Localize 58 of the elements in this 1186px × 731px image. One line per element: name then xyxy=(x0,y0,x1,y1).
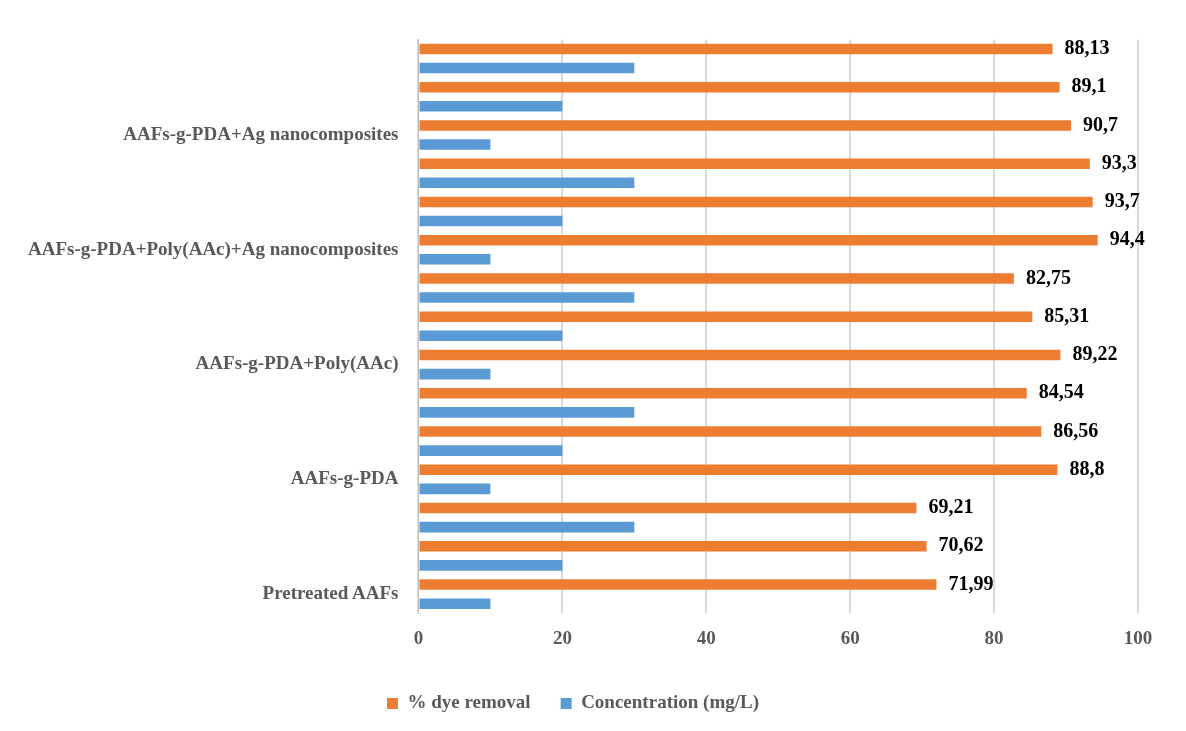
bar xyxy=(419,464,1058,476)
bar xyxy=(419,445,563,456)
bar xyxy=(419,368,491,380)
data-label: 88,8 xyxy=(1069,456,1105,479)
bar xyxy=(419,177,635,189)
legend-label: Concentration (mg/L) xyxy=(581,691,759,714)
bar xyxy=(419,311,1033,322)
legend-label: % dye removal xyxy=(407,691,531,713)
bar xyxy=(419,234,1098,246)
bar xyxy=(419,387,1027,399)
y-tick-label: AAFs-g-PDA+Poly(AAc) xyxy=(195,352,399,375)
data-label: 90,7 xyxy=(1083,112,1119,135)
bar xyxy=(419,483,491,495)
x-tick-label: 0 xyxy=(413,626,424,648)
bar xyxy=(419,521,635,533)
data-label: 93,7 xyxy=(1104,189,1140,212)
bar xyxy=(419,196,1093,208)
bar xyxy=(419,407,635,418)
bar xyxy=(419,426,1042,437)
y-tick-label: AAFs-g-PDA+Poly(AAc)+Ag nanocomposites xyxy=(27,237,399,260)
x-tick-label: 20 xyxy=(552,626,572,648)
data-label: 94,4 xyxy=(1109,227,1145,250)
bar xyxy=(419,62,635,74)
bar xyxy=(419,101,563,112)
bar xyxy=(419,292,635,303)
data-label: 71,99 xyxy=(948,571,994,594)
bar xyxy=(419,349,1061,361)
bar xyxy=(419,273,1014,284)
bar xyxy=(419,579,937,590)
x-tick-label: 60 xyxy=(840,626,860,648)
data-label: 70,62 xyxy=(938,533,984,556)
y-tick-label: AAFs-g-PDA xyxy=(290,467,399,489)
y-tick-label: AAFs-g-PDA+Ag nanocomposites xyxy=(123,122,399,144)
bar xyxy=(419,254,491,265)
data-label: 89,1 xyxy=(1071,74,1107,97)
data-label: 84,54 xyxy=(1038,380,1084,403)
bar xyxy=(419,120,1072,131)
bar xyxy=(419,43,1053,55)
bar xyxy=(419,330,563,342)
bar xyxy=(419,560,563,571)
bar xyxy=(419,81,1060,93)
x-tick-label: 80 xyxy=(984,626,1004,648)
bar xyxy=(419,502,917,514)
x-tick-label: 40 xyxy=(696,626,716,648)
y-tick-label: Pretreated AAFs xyxy=(262,581,399,603)
bar xyxy=(419,598,491,609)
bar xyxy=(419,215,563,227)
data-label: 82,75 xyxy=(1025,265,1071,288)
data-label: 93,3 xyxy=(1101,150,1137,173)
bar xyxy=(419,139,491,150)
x-tick-label: 100 xyxy=(1123,626,1153,648)
data-label: 88,13 xyxy=(1064,36,1110,59)
data-label: 86,56 xyxy=(1053,418,1099,441)
data-label: 69,21 xyxy=(928,495,974,518)
bar xyxy=(419,541,927,552)
data-label: 89,22 xyxy=(1072,342,1118,365)
bar xyxy=(419,158,1090,169)
data-label: 85,31 xyxy=(1044,303,1090,326)
